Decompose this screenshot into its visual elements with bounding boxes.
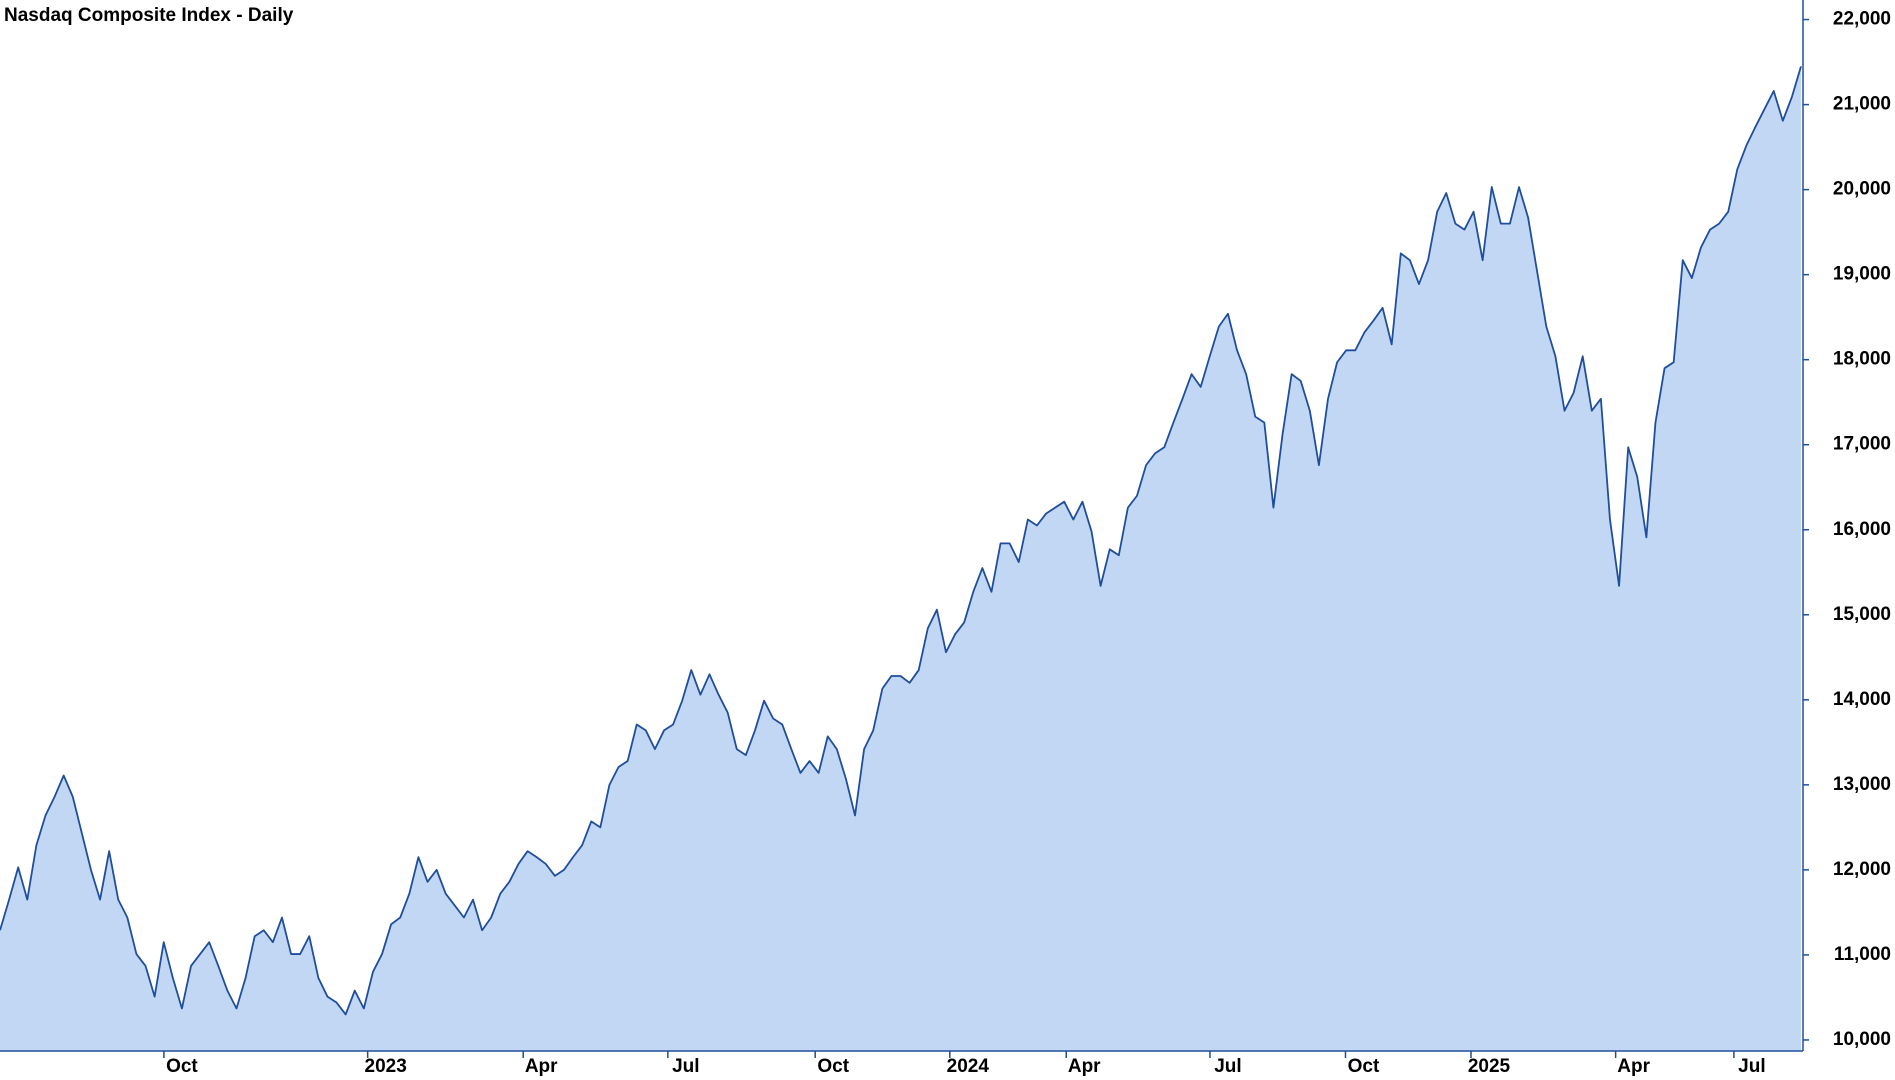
y-tick-label: 13,000 bbox=[1833, 774, 1891, 795]
x-tick-label: Apr bbox=[1068, 1056, 1101, 1077]
price-line bbox=[0, 66, 1802, 1016]
y-tick-label: 10,000 bbox=[1833, 1029, 1891, 1050]
y-tick-label: 21,000 bbox=[1833, 94, 1891, 115]
x-tick-label: 2025 bbox=[1468, 1056, 1511, 1077]
area-fill bbox=[0, 66, 1801, 1051]
x-tick-label: Jul bbox=[1214, 1056, 1241, 1077]
x-tick-label: Apr bbox=[525, 1056, 558, 1077]
y-tick-label: 20,000 bbox=[1833, 179, 1891, 200]
chart-title: Nasdaq Composite Index - Daily bbox=[4, 5, 294, 26]
y-tick-label: 11,000 bbox=[1834, 944, 1891, 965]
x-tick-label: Apr bbox=[1617, 1056, 1650, 1077]
x-tick-label: Oct bbox=[1348, 1056, 1380, 1077]
y-tick-label: 12,000 bbox=[1833, 859, 1891, 880]
x-tick-label: Oct bbox=[166, 1056, 198, 1077]
x-tick-label: Oct bbox=[817, 1056, 849, 1077]
y-tick-label: 14,000 bbox=[1833, 689, 1891, 710]
x-tick-label: 2024 bbox=[947, 1056, 990, 1077]
y-tick-label: 22,000 bbox=[1833, 9, 1891, 30]
x-tick-label: Jul bbox=[672, 1056, 699, 1077]
x-tick-label: Jul bbox=[1738, 1056, 1765, 1077]
y-tick-label: 18,000 bbox=[1833, 349, 1891, 370]
y-tick-label: 15,000 bbox=[1833, 604, 1891, 625]
y-tick-label: 19,000 bbox=[1833, 264, 1891, 285]
x-tick-label: 2023 bbox=[365, 1056, 407, 1077]
y-tick-label: 16,000 bbox=[1833, 519, 1891, 540]
y-tick-label: 17,000 bbox=[1833, 434, 1891, 455]
